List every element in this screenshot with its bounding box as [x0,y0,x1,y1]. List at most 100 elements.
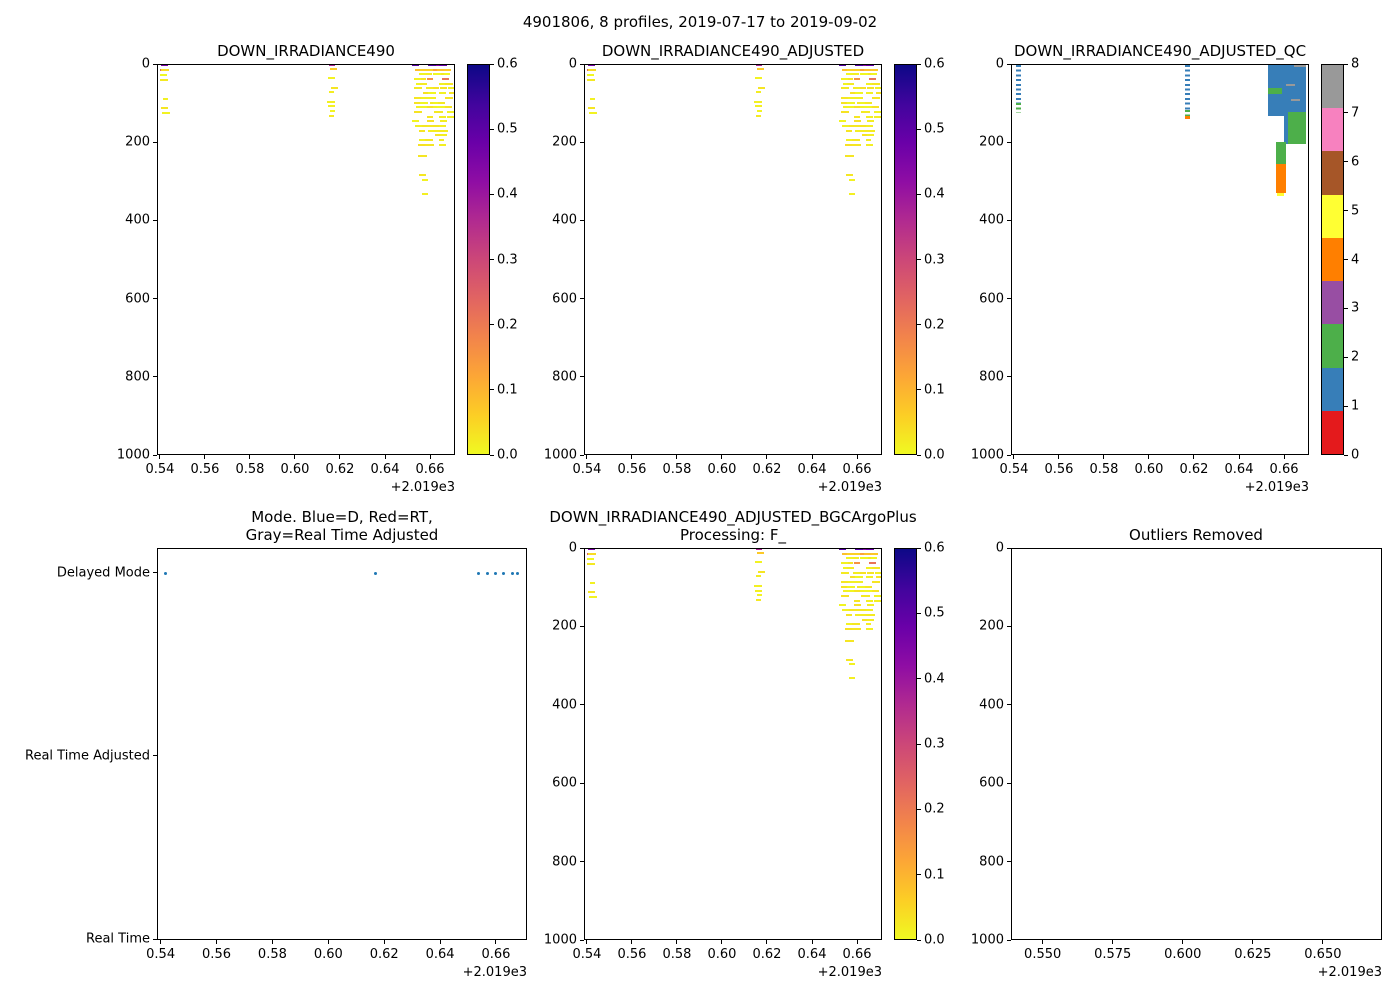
colorbar-segment [1322,235,1343,282]
colorbar-tick-label: 0.4 [924,671,945,687]
profile-dash [845,143,855,146]
x-tick-label: 0.64 [425,947,455,962]
profile-dash [864,106,874,109]
colorbar-tick [490,389,494,391]
y-tick [580,861,584,863]
x-tick-label: 0.58 [257,947,287,962]
x-tick [631,940,633,944]
profile-dash [434,134,440,137]
x-tick [811,455,813,459]
profile-dash [755,589,762,592]
profile-dash [754,100,763,103]
x-tick-label: 0.56 [617,947,647,962]
profile-dash [866,124,873,127]
profile-dash [854,120,861,123]
profile-dash [860,124,868,127]
profile-dash [852,139,860,142]
colorbar-tick-label: 0.2 [924,317,945,333]
profile-dash [421,178,429,181]
profile-dash [854,78,861,81]
y-tick [1007,63,1011,65]
profile-dash [433,124,441,127]
x-tick-label: 0.62 [1179,462,1209,477]
y-tick-label: Real Time [86,931,150,947]
profile-dash [853,106,861,109]
profile-dash [861,134,867,137]
profile-dash [845,658,853,661]
profile-dash [854,552,862,555]
profile-dash [855,613,861,616]
profile-dash [855,549,864,550]
profile-dash [845,627,855,630]
profile-dash [861,618,867,621]
x-tick [383,940,385,944]
colorbar-tick [917,389,921,391]
profile-dash [866,609,873,612]
profile-dash [757,67,765,70]
x-tick [766,455,768,459]
y-tick-label: 400 [552,697,577,713]
profile-dash [841,96,850,99]
profile-dash [854,92,863,95]
y-tick [1007,782,1011,784]
profile-dash [873,115,881,118]
qc-block [1184,109,1190,116]
colorbar-segment [1322,322,1343,368]
profile-dash [444,73,451,76]
x-tick-label: 0.60 [1134,462,1164,477]
x-tick-label: 0.66 [415,462,445,477]
profile-dash [427,92,436,95]
colorbar-qc-flags [1321,64,1344,455]
profile-dash [871,552,878,555]
colorbar-tick [917,678,921,680]
profile-dash [842,106,850,109]
profile-dash [861,595,871,598]
profile-dash [425,73,433,76]
x-tick [811,940,813,944]
colorbar-tick [490,259,494,260]
profile-dash [873,599,881,602]
profile-dash [846,106,855,109]
y-tick-label: 400 [125,212,150,228]
profile-dash [411,65,420,66]
profile-dash [848,178,856,181]
x-tick [631,455,633,459]
x-tick-label: 0.54 [572,947,602,962]
profile-dash [438,92,447,95]
y-tick-label: 0 [568,56,577,72]
colorbar-tick [917,547,921,549]
profile-dash [866,129,875,132]
qc-block [1286,83,1296,86]
title-down-irradiance490: DOWN_IRRADIANCE490 [217,42,395,60]
colorbar-tick [490,128,494,130]
profile-dash [842,566,850,569]
profile-dash [448,87,454,90]
profile-dash [588,111,597,114]
y-tick-label: 0 [995,56,1004,72]
profile-dash [867,604,874,607]
qc-block [1268,87,1282,94]
profile-dash [414,101,422,104]
profile-dash [428,65,437,66]
profile-dash [422,193,428,196]
x-tick [1148,455,1150,459]
profile-dash [841,87,849,90]
profile-dash [415,106,423,109]
y-tick-label: 200 [552,134,577,150]
profile-dash [445,106,453,109]
profile-dash [418,143,428,146]
profile-dash [840,110,850,113]
profile-dash [587,65,596,66]
x-tick [676,455,678,459]
x-tick-label: 0.60 [707,462,737,477]
profile-dash [856,585,864,588]
x-tick-label: 0.56 [617,462,647,477]
profile-dash [846,613,853,616]
profile-dash [438,143,446,146]
colorbar-segment [1322,65,1343,109]
colorbar-tick-label: 0.3 [924,736,945,752]
y-tick [1007,376,1011,378]
profile-dash [327,100,336,103]
colorbar-tick-label: 0.0 [924,447,945,463]
profile-dash [328,91,334,94]
